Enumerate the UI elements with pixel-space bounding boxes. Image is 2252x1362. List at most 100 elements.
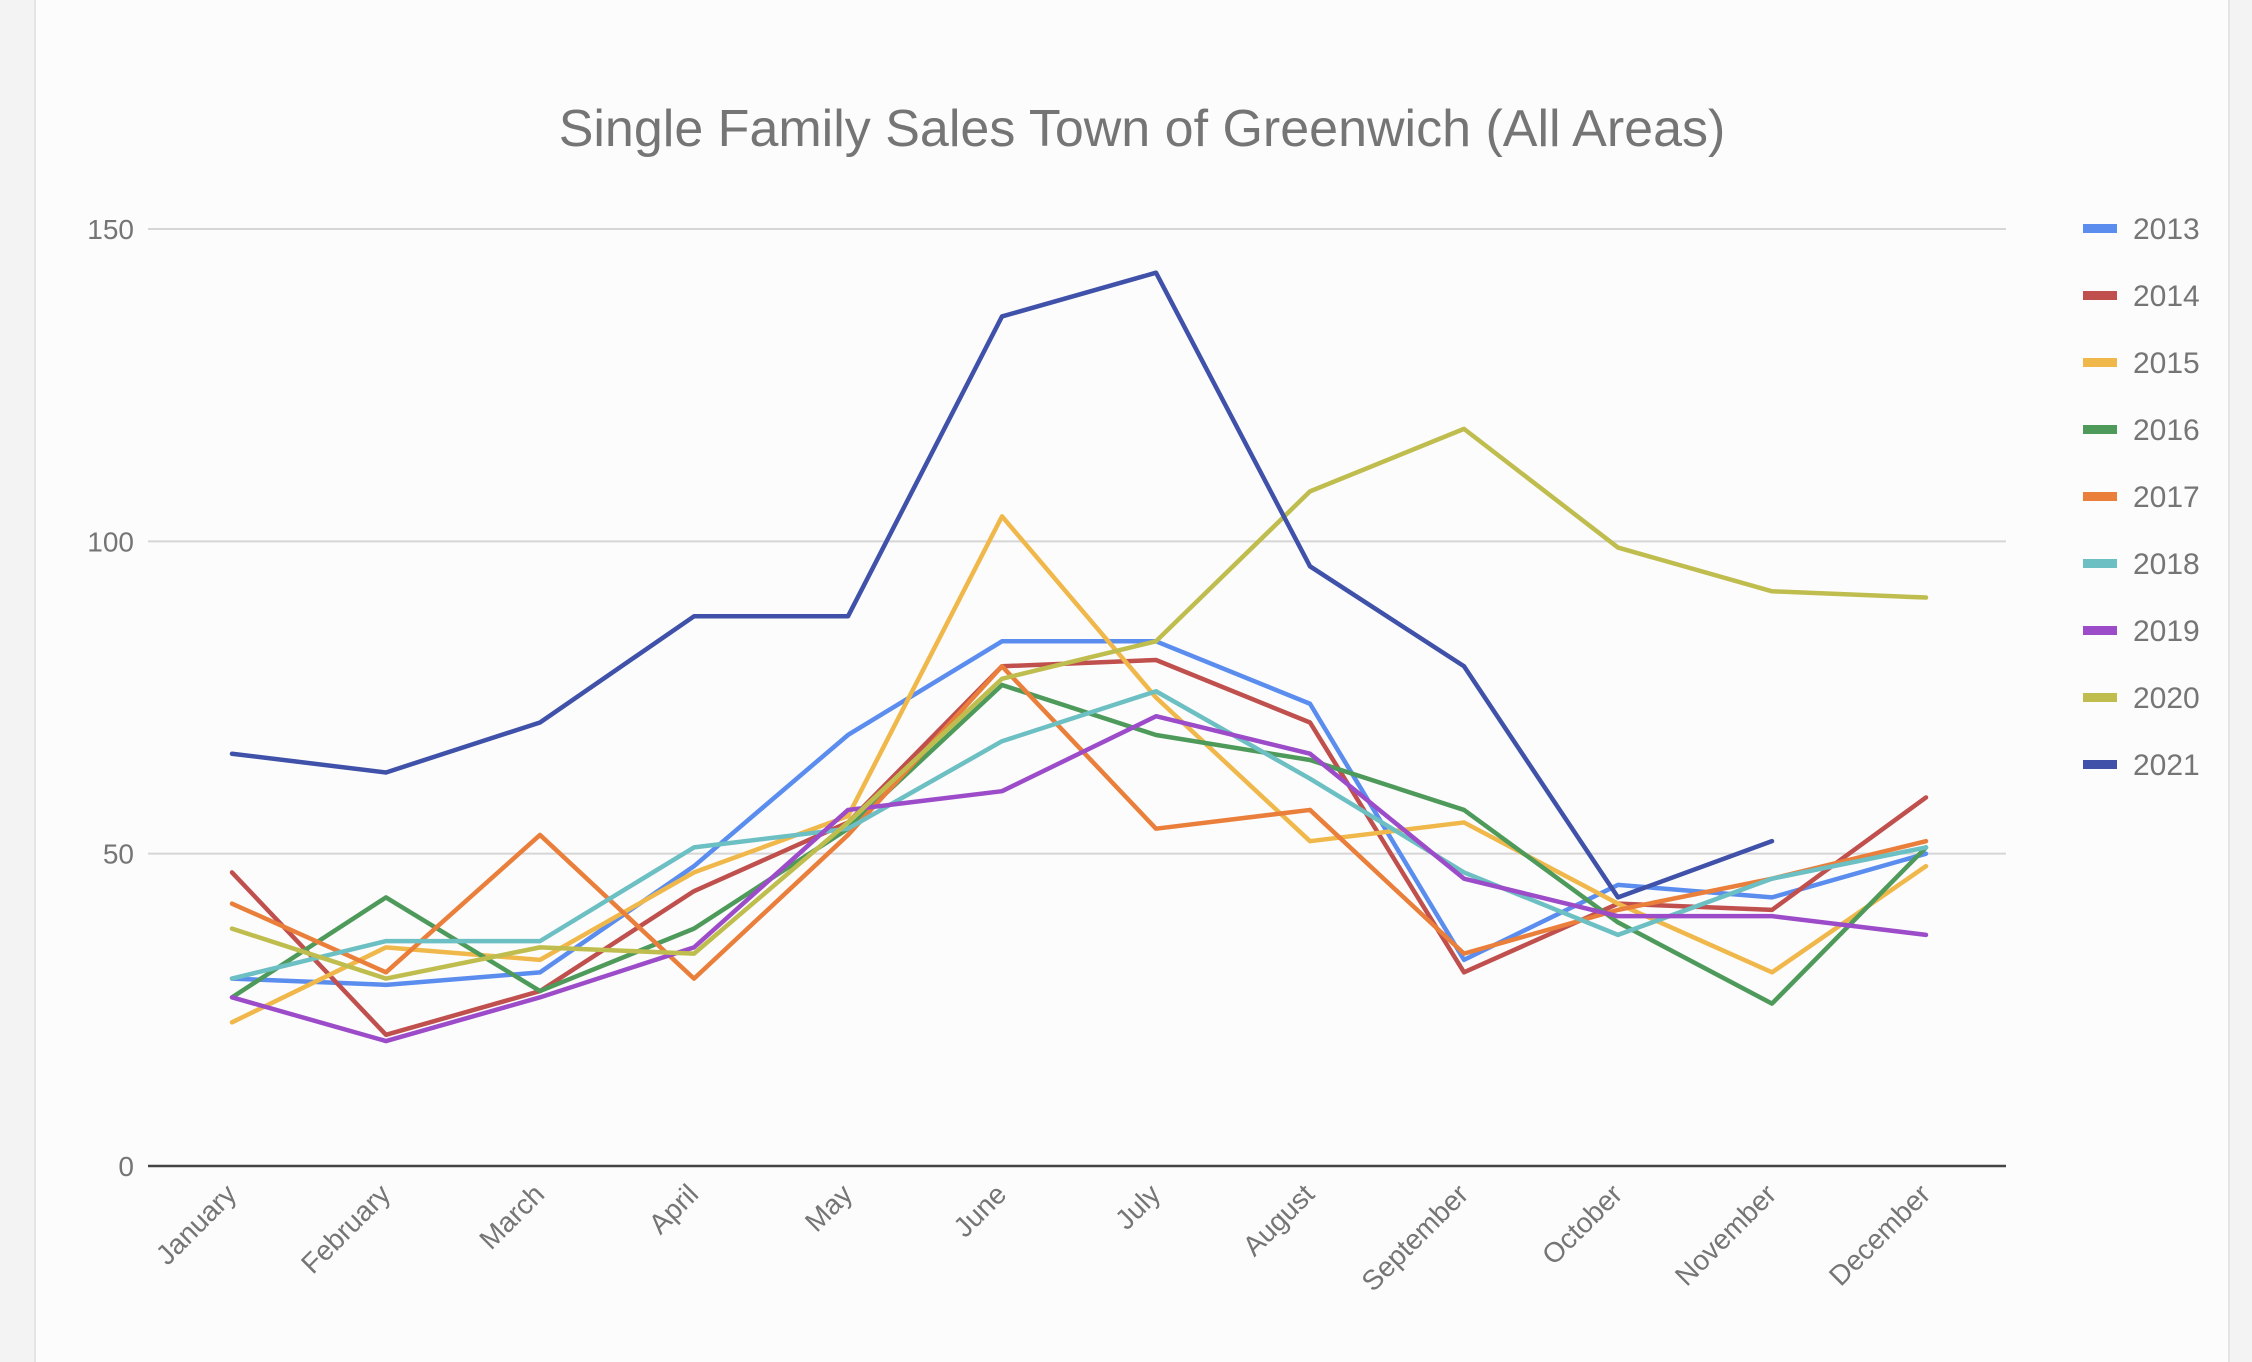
data-point <box>538 995 542 999</box>
data-point <box>384 770 388 774</box>
gridlines <box>148 228 2006 1168</box>
data-point <box>1154 827 1158 831</box>
data-point <box>1308 489 1312 493</box>
series-line-2021 <box>229 270 1775 900</box>
legend-swatch <box>2083 425 2117 434</box>
series-2018 <box>229 689 1929 981</box>
data-point <box>1924 864 1928 868</box>
data-point <box>1462 970 1466 974</box>
data-point <box>1308 808 1312 812</box>
legend-label: 2017 <box>2133 481 2200 514</box>
legend-swatch <box>2083 626 2117 635</box>
data-point <box>692 614 696 618</box>
data-point <box>1000 677 1004 681</box>
data-point <box>538 939 542 943</box>
data-point <box>1616 902 1620 906</box>
legend-item-2014: 2014 <box>2083 280 2200 313</box>
series-line-2018 <box>229 689 1929 981</box>
legend-label: 2019 <box>2133 615 2200 648</box>
data-point <box>846 827 850 831</box>
data-point <box>538 945 542 949</box>
data-point <box>1616 920 1620 924</box>
data-point <box>1616 908 1620 912</box>
data-point <box>1000 639 1004 643</box>
x-tick-label: May <box>799 1178 858 1237</box>
x-tick-label: November <box>1669 1178 1782 1291</box>
data-point <box>230 995 234 999</box>
data-point <box>1462 664 1466 668</box>
data-point <box>1770 1002 1774 1006</box>
data-point <box>1154 271 1158 275</box>
data-point <box>384 1033 388 1037</box>
data-point <box>1770 877 1774 881</box>
data-point <box>692 864 696 868</box>
data-point <box>692 845 696 849</box>
data-point <box>692 889 696 893</box>
series-lines <box>229 270 1929 1044</box>
legend-swatch <box>2083 693 2117 702</box>
y-tick-label: 0 <box>118 1151 134 1182</box>
data-point <box>1462 877 1466 881</box>
data-point <box>692 977 696 981</box>
data-point <box>230 870 234 874</box>
legend-swatch <box>2083 224 2117 233</box>
legend-swatch <box>2083 559 2117 568</box>
series-line-2016 <box>229 682 1929 1006</box>
data-point <box>692 945 696 949</box>
legend-item-2020: 2020 <box>2083 682 2200 715</box>
series-line-2020 <box>229 426 1929 981</box>
data-point <box>1616 933 1620 937</box>
data-point <box>1000 683 1004 687</box>
data-point <box>1770 839 1774 843</box>
data-point <box>692 927 696 931</box>
data-point <box>538 720 542 724</box>
x-tick-label: September <box>1355 1178 1474 1297</box>
data-point <box>230 902 234 906</box>
data-point <box>384 895 388 899</box>
data-point <box>1924 596 1928 600</box>
line-chart: Single Family Sales Town of Greenwich (A… <box>87 100 2200 1297</box>
data-point <box>846 814 850 818</box>
data-point <box>1000 664 1004 668</box>
legend-item-2018: 2018 <box>2083 548 2200 581</box>
legend-label: 2018 <box>2133 548 2200 581</box>
data-point <box>1924 852 1928 856</box>
legend-swatch <box>2083 291 2117 300</box>
legend-swatch <box>2083 492 2117 501</box>
data-point <box>692 870 696 874</box>
data-point <box>538 970 542 974</box>
x-tick-label: July <box>1109 1178 1166 1235</box>
series-2019 <box>229 713 1929 1044</box>
x-tick-label: February <box>295 1178 396 1279</box>
data-point <box>1000 739 1004 743</box>
series-line-2019 <box>229 713 1929 1044</box>
data-point <box>1924 933 1928 937</box>
data-point <box>538 958 542 962</box>
data-point <box>846 614 850 618</box>
y-tick-label: 100 <box>87 526 134 557</box>
data-point <box>538 833 542 837</box>
data-point <box>1154 714 1158 718</box>
series-line-2017 <box>229 664 1929 981</box>
data-point <box>1462 958 1466 962</box>
data-point <box>1616 914 1620 918</box>
chart-frame: Single Family Sales Town of Greenwich (A… <box>34 0 2230 1362</box>
data-point <box>384 939 388 943</box>
y-tick-label: 150 <box>87 214 134 245</box>
data-point <box>384 970 388 974</box>
data-point <box>1308 839 1312 843</box>
data-point <box>1462 820 1466 824</box>
legend-label: 2020 <box>2133 682 2200 715</box>
legend-label: 2016 <box>2133 414 2200 447</box>
data-point <box>1154 696 1158 699</box>
legend-item-2017: 2017 <box>2083 481 2200 514</box>
series-2020 <box>229 426 1929 981</box>
x-axis-ticks: January February March April May June July Augu… <box>150 1178 1936 1297</box>
data-point <box>1616 895 1620 899</box>
data-point <box>1308 720 1312 724</box>
data-point <box>1462 427 1466 431</box>
x-tick-label: April <box>643 1178 705 1240</box>
data-point <box>1924 839 1928 843</box>
legend: 2013 2014 2015 2016 2017 2018 2019 2020 2021 <box>2083 213 2200 782</box>
series-2015 <box>229 514 1929 1025</box>
